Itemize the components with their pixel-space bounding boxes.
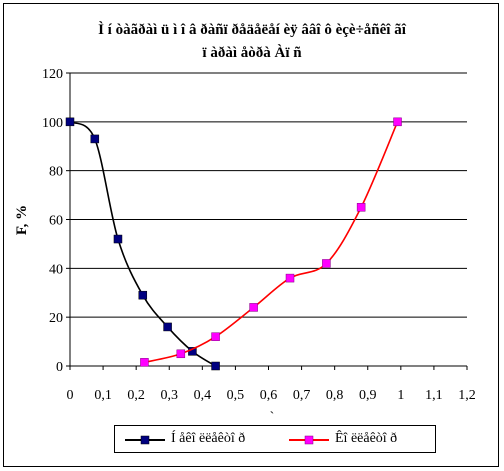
- legend-item-series-1: Í åêî ëëåêòî ð: [123, 430, 273, 450]
- y-tick-label-80: 80: [49, 165, 63, 180]
- legend-item-series-2: Êî ëëåêòî ð: [287, 430, 432, 450]
- series-2-point-4: [249, 303, 258, 312]
- series-1-point-7: [211, 361, 220, 371]
- x-tick-label-1: 1: [397, 388, 404, 403]
- x-tick-label-0,4: 0,4: [194, 388, 212, 403]
- series-1-point-3: [113, 234, 123, 244]
- gridlines: [70, 72, 467, 318]
- y-tick-label-20: 20: [49, 311, 63, 326]
- y-axis-label: F, %: [14, 205, 30, 235]
- series-2-point-1: [140, 358, 149, 367]
- x-tick-label-1,1: 1,1: [425, 388, 443, 403]
- chart-title-line-1: Ì í òàãðàì ü ì î â ðàñï ðåäåëåí èÿ ââî ô…: [98, 22, 406, 38]
- axes: [66, 72, 468, 370]
- legend-marker-series-2: [289, 435, 329, 445]
- y-tick-label-120: 120: [42, 67, 63, 82]
- series-layer: [65, 117, 402, 371]
- x-tick-label-0: 0: [67, 388, 74, 403]
- y-tick-label-40: 40: [49, 262, 63, 277]
- y-tick-label-100: 100: [42, 116, 63, 131]
- series-1-point-4: [138, 290, 148, 300]
- y-tick-labels: 0 20 40 60 80 100 120: [42, 67, 63, 375]
- x-tick-label-0,1: 0,1: [94, 388, 112, 403]
- x-tick-label-1,2: 1,2: [458, 388, 476, 403]
- x-tick-label-0,2: 0,2: [127, 388, 145, 403]
- x-tick-label-0,8: 0,8: [326, 388, 344, 403]
- y-tick-label-0: 0: [56, 360, 63, 375]
- x-tick-label-0,9: 0,9: [359, 388, 377, 403]
- y-tick-label-60: 60: [49, 214, 63, 229]
- chart-title-line-2: ï àðàì åòðà Àï ñ: [202, 45, 302, 61]
- x-tick-label-0,3: 0,3: [161, 388, 179, 403]
- legend-marker-series-1: [125, 435, 165, 445]
- x-tick-label-0,7: 0,7: [293, 388, 311, 403]
- chart-frame: [3, 3, 499, 467]
- series-2: [140, 117, 402, 367]
- x-tick-labels: 0 0,1 0,2 0,3 0,4 0,5 0,6 0,7 0,8 0,9 1 1,1 1,2: [67, 388, 476, 403]
- series-2-point-5: [285, 273, 295, 283]
- series-1: [65, 117, 220, 371]
- series-1-line: [69, 121, 216, 367]
- series-1-point-2: [90, 134, 100, 144]
- series-2-point-6: [322, 259, 331, 268]
- series-2-point-8: [393, 117, 402, 127]
- series-2-point-7: [356, 203, 366, 212]
- series-2-line: [144, 121, 399, 364]
- legend-label-series-1: Í åêî ëëåêòî ð: [171, 431, 246, 446]
- x-axis-label: `: [270, 410, 275, 425]
- legend-label-series-2: Êî ëëåêòî ð: [335, 431, 398, 446]
- x-tick-label-0,6: 0,6: [260, 388, 278, 403]
- series-1-point-1: [65, 117, 75, 127]
- legend: Í åêî ëëåêòî ð Êî ëëåêòî ð: [114, 425, 436, 453]
- x-tick-label-0,5: 0,5: [227, 388, 245, 403]
- series-2-point-2: [176, 349, 186, 359]
- series-1-point-5: [163, 322, 172, 332]
- series-2-point-3: [211, 332, 220, 341]
